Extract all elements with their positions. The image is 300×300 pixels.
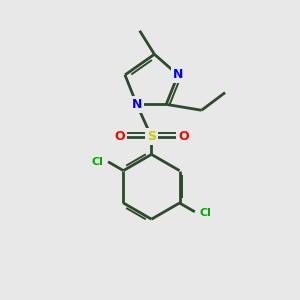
Text: O: O xyxy=(178,130,189,143)
Text: S: S xyxy=(147,130,156,143)
Text: Cl: Cl xyxy=(199,208,211,218)
Text: N: N xyxy=(173,68,183,81)
Text: Cl: Cl xyxy=(92,157,104,167)
Text: N: N xyxy=(132,98,142,111)
Text: O: O xyxy=(114,130,125,143)
